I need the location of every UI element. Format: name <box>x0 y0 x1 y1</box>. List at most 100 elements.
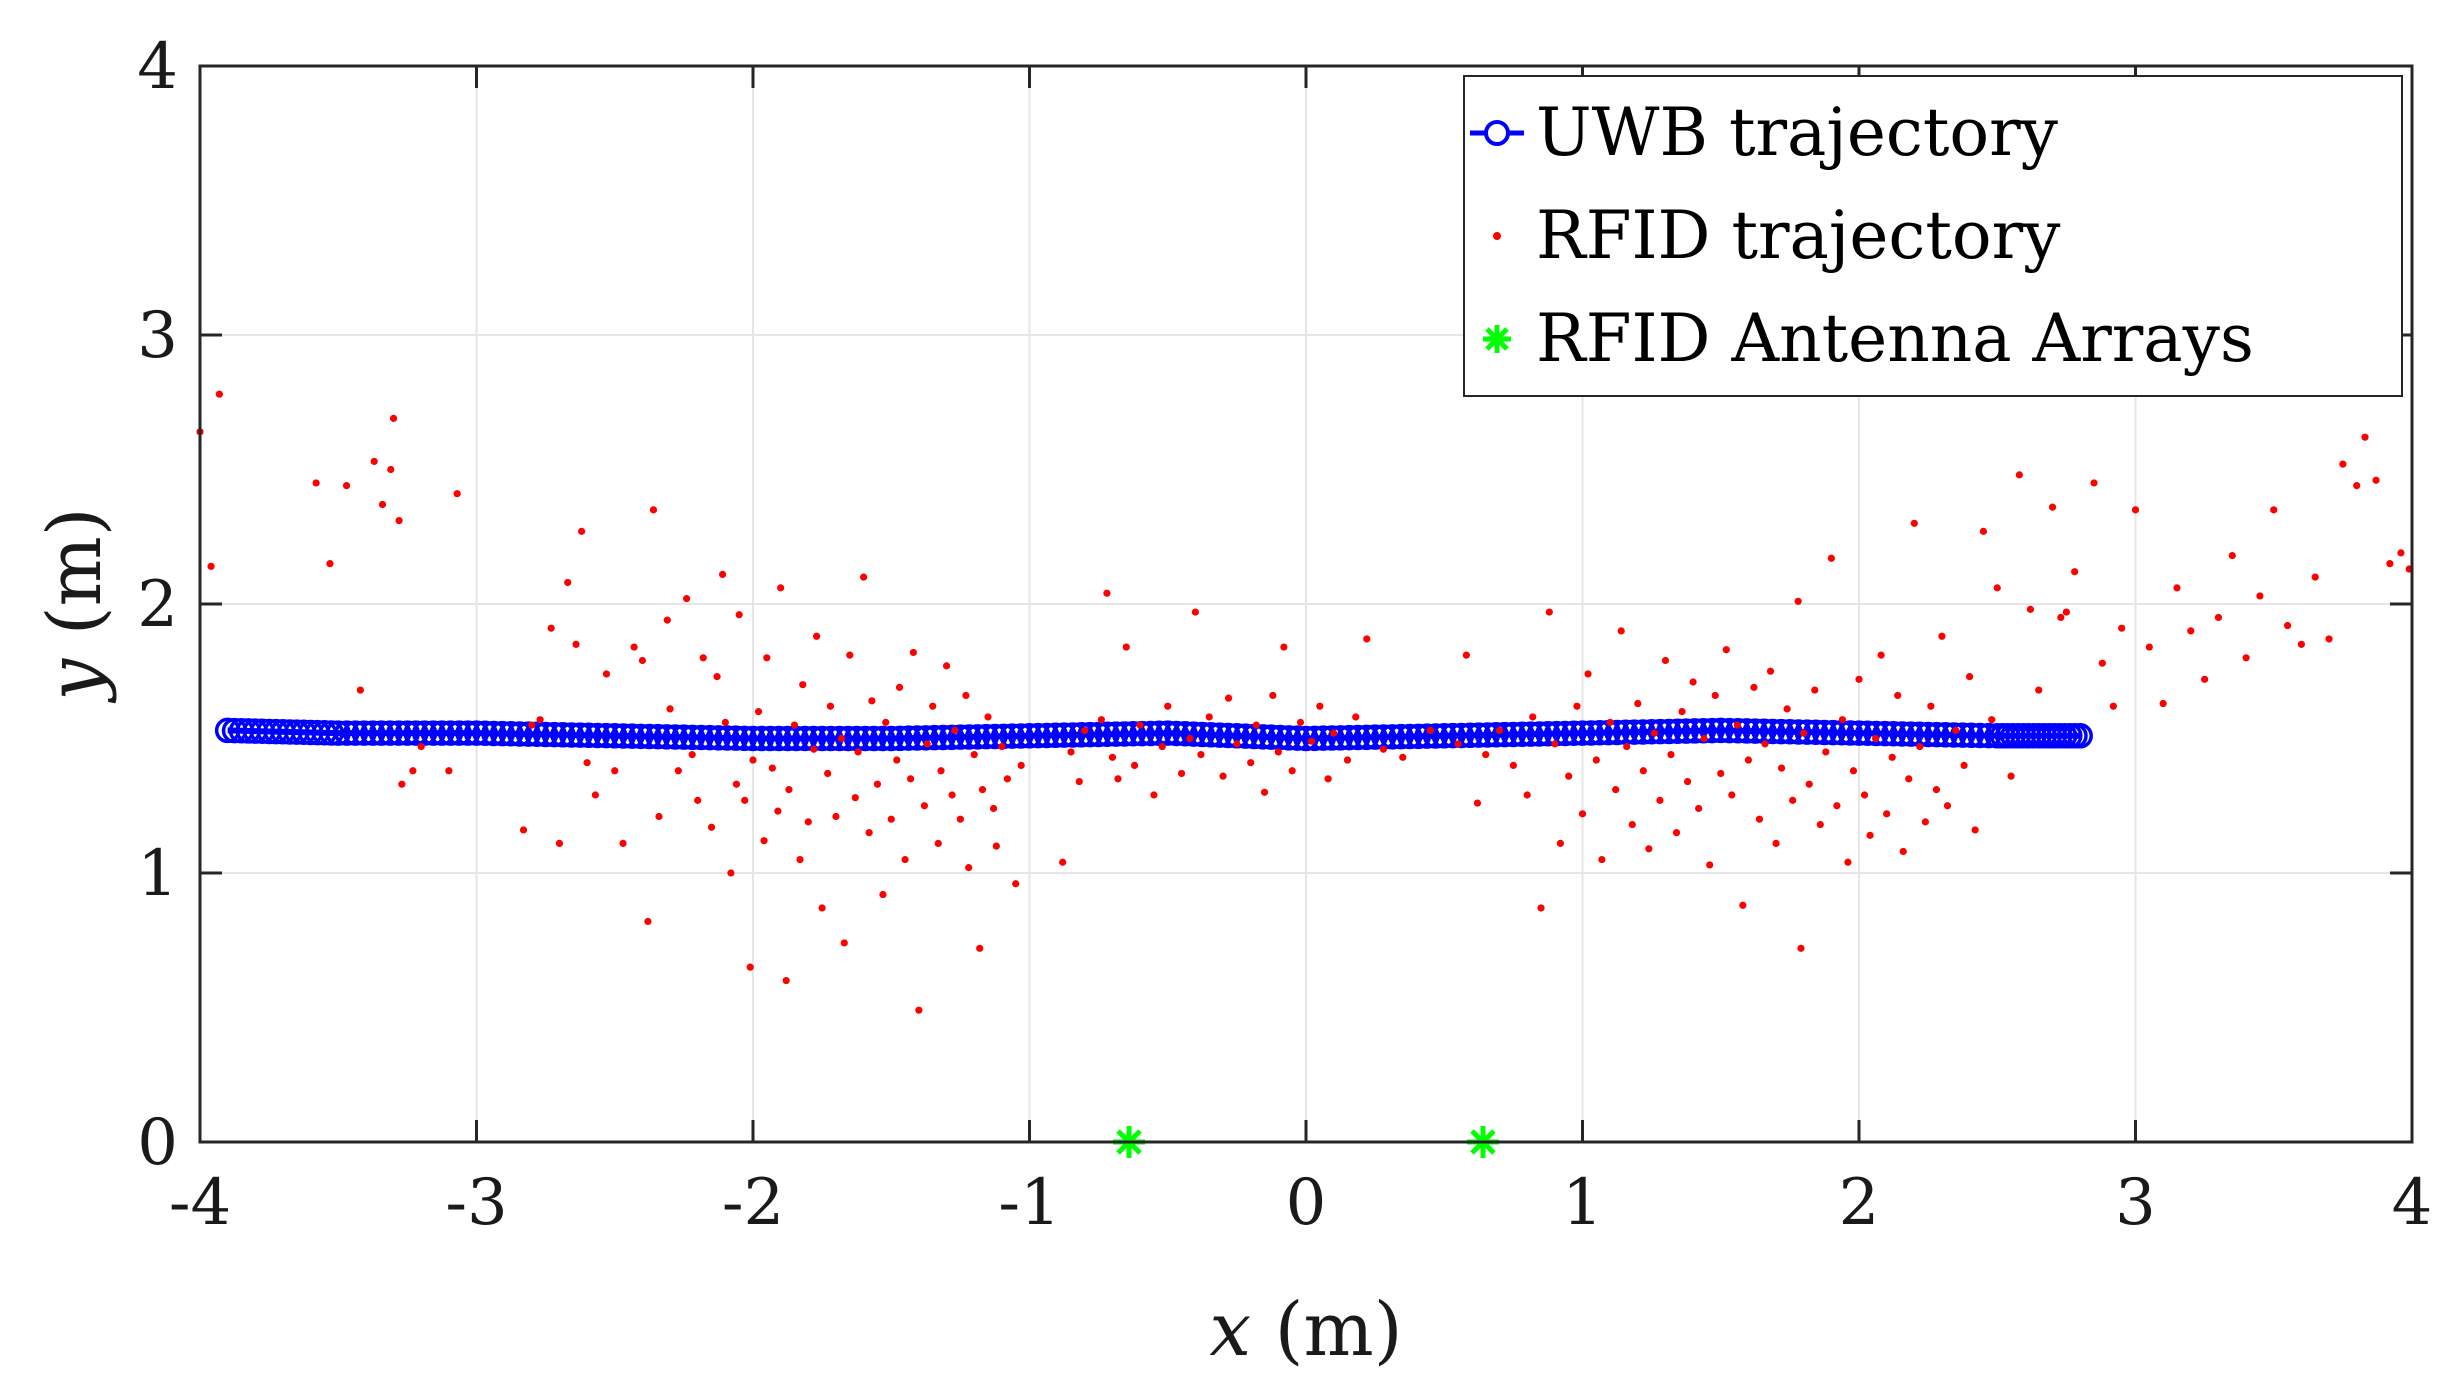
uwb-point <box>792 725 818 752</box>
rfid-point <box>1551 740 1559 748</box>
rfid-point <box>2109 702 2117 710</box>
rfid-point <box>342 482 351 490</box>
uwb-point <box>394 720 421 746</box>
uwb-point <box>403 720 429 746</box>
uwb-point <box>1578 720 1604 746</box>
rfid-point <box>1495 726 1504 735</box>
uwb-point <box>913 725 939 751</box>
uwb-point <box>1673 718 1699 744</box>
uwb-point <box>437 720 464 746</box>
rfid-point <box>572 640 580 648</box>
uwb-point <box>1604 719 1630 746</box>
uwb-point <box>342 720 369 746</box>
x-tick-label: -1 <box>998 1166 1060 1240</box>
rfid-point <box>398 780 406 788</box>
rfid-point <box>826 702 835 710</box>
rfid-point <box>1623 742 1631 751</box>
uwb-point <box>1682 718 1708 744</box>
rfid-point <box>799 681 807 689</box>
uwb-point <box>722 725 749 751</box>
rfid-point <box>1645 845 1653 853</box>
rfid-point <box>741 796 749 804</box>
rfid-point <box>2397 549 2405 557</box>
uwb-point <box>1569 720 1596 746</box>
uwb-point <box>541 721 568 748</box>
rfid-point <box>2118 624 2126 632</box>
legend-label-antenna: RFID Antenna Arrays <box>1536 300 2254 377</box>
rfid-point <box>2325 635 2333 643</box>
uwb-point <box>1483 722 1509 748</box>
rfid-point <box>2353 482 2361 490</box>
uwb-point <box>1725 718 1751 744</box>
rfid-point <box>2361 433 2369 441</box>
rfid-point <box>882 718 890 726</box>
rfid-point <box>1059 858 1067 866</box>
rfid-point <box>583 759 591 767</box>
rfid-point <box>1108 753 1117 761</box>
rfid-point <box>937 767 945 775</box>
uwb-point <box>1215 722 1241 749</box>
rfid-point <box>1811 686 1819 694</box>
rfid-point <box>1827 554 1835 562</box>
rfid-point <box>832 812 840 821</box>
rfid-point <box>790 721 799 729</box>
uwb-point <box>1768 718 1794 745</box>
rfid-point <box>688 751 696 759</box>
rfid-point <box>854 748 862 756</box>
uwb-point <box>1250 724 1276 750</box>
rfid-point <box>1399 753 1407 761</box>
uwb-point <box>774 725 801 752</box>
rfid-point <box>1797 944 1805 952</box>
rfid-point <box>1672 829 1681 837</box>
uwb-point <box>1820 719 1846 746</box>
uwb-point <box>1388 723 1414 750</box>
uwb-point <box>1448 722 1475 749</box>
uwb-point <box>1137 720 1164 747</box>
uwb-point <box>498 721 524 747</box>
uwb-point <box>1759 718 1786 745</box>
rfid-point <box>1855 675 1863 683</box>
rfid-point <box>1274 748 1282 756</box>
x-tick-label: -4 <box>169 1166 231 1240</box>
uwb-point <box>1846 720 1872 746</box>
rfid-point <box>895 683 904 691</box>
y-axis-space <box>32 635 118 659</box>
rfid-point <box>2386 560 2394 568</box>
rfid-point <box>901 855 909 864</box>
uwb-point <box>1146 720 1172 747</box>
rfid-point <box>638 656 647 665</box>
uwb-point <box>325 720 351 746</box>
uwb-point <box>1189 721 1216 748</box>
rfid-point <box>2372 476 2380 484</box>
rfid-point <box>1844 858 1852 866</box>
rfid-point <box>956 815 964 823</box>
rfid-point <box>519 826 528 834</box>
uwb-point <box>1794 719 1820 745</box>
rfid-point <box>2311 573 2319 581</box>
rfid-point <box>713 673 721 681</box>
rfid-point <box>951 726 959 735</box>
uwb-point <box>938 724 965 751</box>
rfid-point <box>370 457 378 466</box>
rfid-point <box>1700 734 1708 743</box>
uwb-point <box>506 721 533 747</box>
rfid-point <box>1761 740 1769 748</box>
y-tick-label: 1 <box>137 837 178 911</box>
uwb-point <box>1163 720 1190 747</box>
rfid-point <box>591 791 599 799</box>
uwb-point <box>377 720 403 746</box>
rfid-point <box>2090 479 2098 487</box>
rfid-point <box>998 742 1006 751</box>
rfid-point <box>2026 605 2035 613</box>
rfid-point <box>1260 788 1269 796</box>
uwb-point <box>1319 725 1345 751</box>
rfid-point <box>445 767 453 775</box>
rfid-point <box>2201 675 2209 683</box>
rfid-point <box>796 855 804 864</box>
rfid-point <box>1523 791 1531 799</box>
rfid-point <box>564 578 572 587</box>
rfid-point <box>732 780 741 788</box>
uwb-point <box>904 725 930 751</box>
rfid-point <box>1130 761 1139 770</box>
